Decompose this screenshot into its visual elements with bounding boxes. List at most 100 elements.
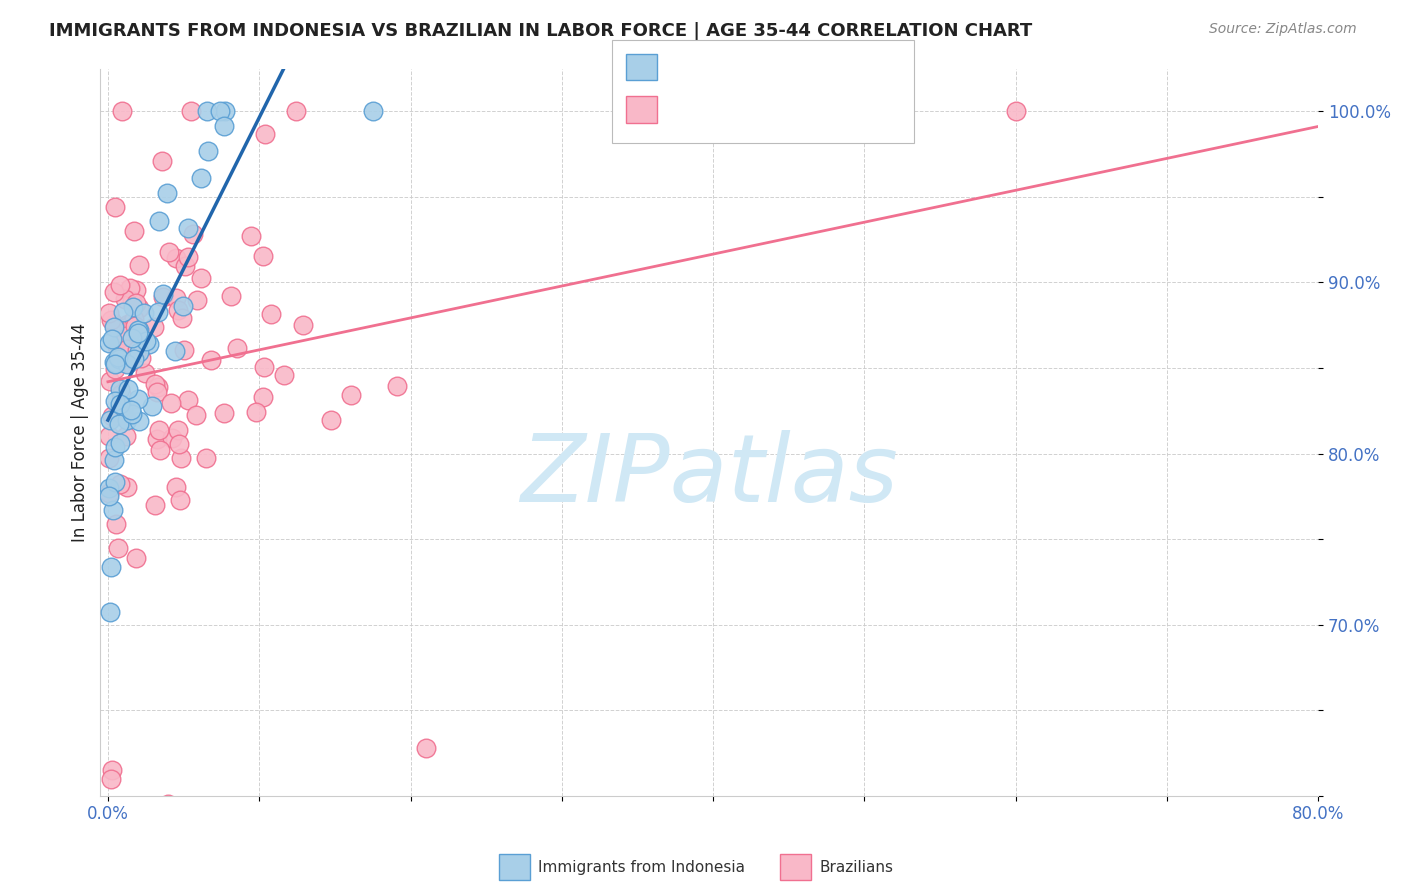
Point	[114, 331, 136, 345]
Point	[98, 428, 121, 442]
Point	[239, 229, 262, 244]
Point	[105, 339, 128, 353]
Point	[177, 221, 200, 235]
Point	[173, 343, 195, 357]
Point	[100, 409, 122, 423]
Point	[114, 409, 136, 423]
Text: R =: R =	[664, 58, 703, 76]
Point	[160, 396, 183, 410]
Point	[149, 442, 172, 457]
Point	[114, 292, 136, 306]
Text: ZIPatlas: ZIPatlas	[520, 430, 898, 521]
Point	[110, 436, 132, 450]
Point	[120, 318, 142, 332]
Point	[190, 171, 212, 186]
Point	[152, 286, 174, 301]
Point	[252, 390, 274, 404]
Point	[127, 343, 149, 357]
Point	[115, 413, 138, 427]
Text: 0.152: 0.152	[703, 101, 759, 119]
Point	[184, 408, 207, 422]
Point	[108, 417, 131, 432]
Point	[150, 154, 173, 169]
Y-axis label: In Labor Force | Age 35-44: In Labor Force | Age 35-44	[72, 323, 89, 541]
Point	[98, 336, 121, 351]
Point	[165, 480, 187, 494]
Point	[108, 477, 131, 491]
Point	[156, 186, 179, 200]
Point	[134, 366, 156, 380]
Point	[214, 104, 236, 119]
Point	[141, 399, 163, 413]
Point	[104, 356, 127, 370]
Point	[138, 336, 160, 351]
Point	[112, 305, 135, 319]
Point	[105, 517, 128, 532]
Point	[157, 797, 180, 812]
Point	[98, 481, 121, 495]
Point	[1004, 104, 1026, 119]
Point	[128, 345, 150, 359]
Point	[128, 258, 150, 272]
Point	[124, 224, 146, 238]
Point	[125, 295, 148, 310]
Point	[181, 227, 204, 241]
Point	[115, 480, 138, 494]
Point	[167, 423, 190, 437]
Text: 56: 56	[799, 58, 824, 76]
Point	[385, 378, 408, 392]
Point	[146, 384, 169, 399]
Point	[135, 334, 157, 348]
Point	[98, 489, 121, 503]
Point	[98, 413, 121, 427]
Text: IMMIGRANTS FROM INDONESIA VS BRAZILIAN IN LABOR FORCE | AGE 35-44 CORRELATION CH: IMMIGRANTS FROM INDONESIA VS BRAZILIAN I…	[49, 22, 1032, 40]
Point	[291, 318, 314, 332]
Point	[108, 397, 131, 411]
Point	[100, 374, 122, 388]
Point	[321, 412, 343, 426]
Point	[103, 320, 125, 334]
Point	[98, 450, 121, 465]
Point	[125, 551, 148, 566]
Point	[143, 376, 166, 391]
Point	[103, 355, 125, 369]
Point	[124, 319, 146, 334]
Point	[115, 357, 138, 371]
Text: Source: ZipAtlas.com: Source: ZipAtlas.com	[1209, 22, 1357, 37]
Point	[111, 104, 134, 119]
Text: N =: N =	[763, 58, 803, 76]
Point	[104, 357, 127, 371]
Point	[172, 299, 194, 313]
Point	[98, 485, 121, 500]
Point	[177, 393, 200, 408]
Point	[145, 432, 167, 446]
Point	[110, 386, 132, 401]
Point	[128, 301, 150, 315]
Point	[115, 329, 138, 343]
Point	[146, 380, 169, 394]
Point	[169, 437, 191, 451]
Point	[103, 361, 125, 376]
Point	[104, 394, 127, 409]
Point	[104, 475, 127, 489]
Point	[107, 349, 129, 363]
Point	[103, 453, 125, 467]
Point	[253, 127, 276, 141]
Point	[115, 343, 138, 357]
Text: Brazilians: Brazilians	[820, 860, 894, 874]
Point	[190, 271, 212, 285]
Point	[122, 312, 145, 326]
Point	[200, 352, 222, 367]
Point	[219, 288, 242, 302]
Point	[212, 406, 235, 420]
Point	[101, 503, 124, 517]
Point	[194, 450, 217, 465]
Point	[101, 332, 124, 346]
Point	[121, 294, 143, 309]
Point	[127, 392, 149, 406]
Point	[165, 252, 187, 266]
Point	[169, 492, 191, 507]
Point	[127, 326, 149, 340]
Point	[100, 559, 122, 574]
Point	[107, 351, 129, 365]
